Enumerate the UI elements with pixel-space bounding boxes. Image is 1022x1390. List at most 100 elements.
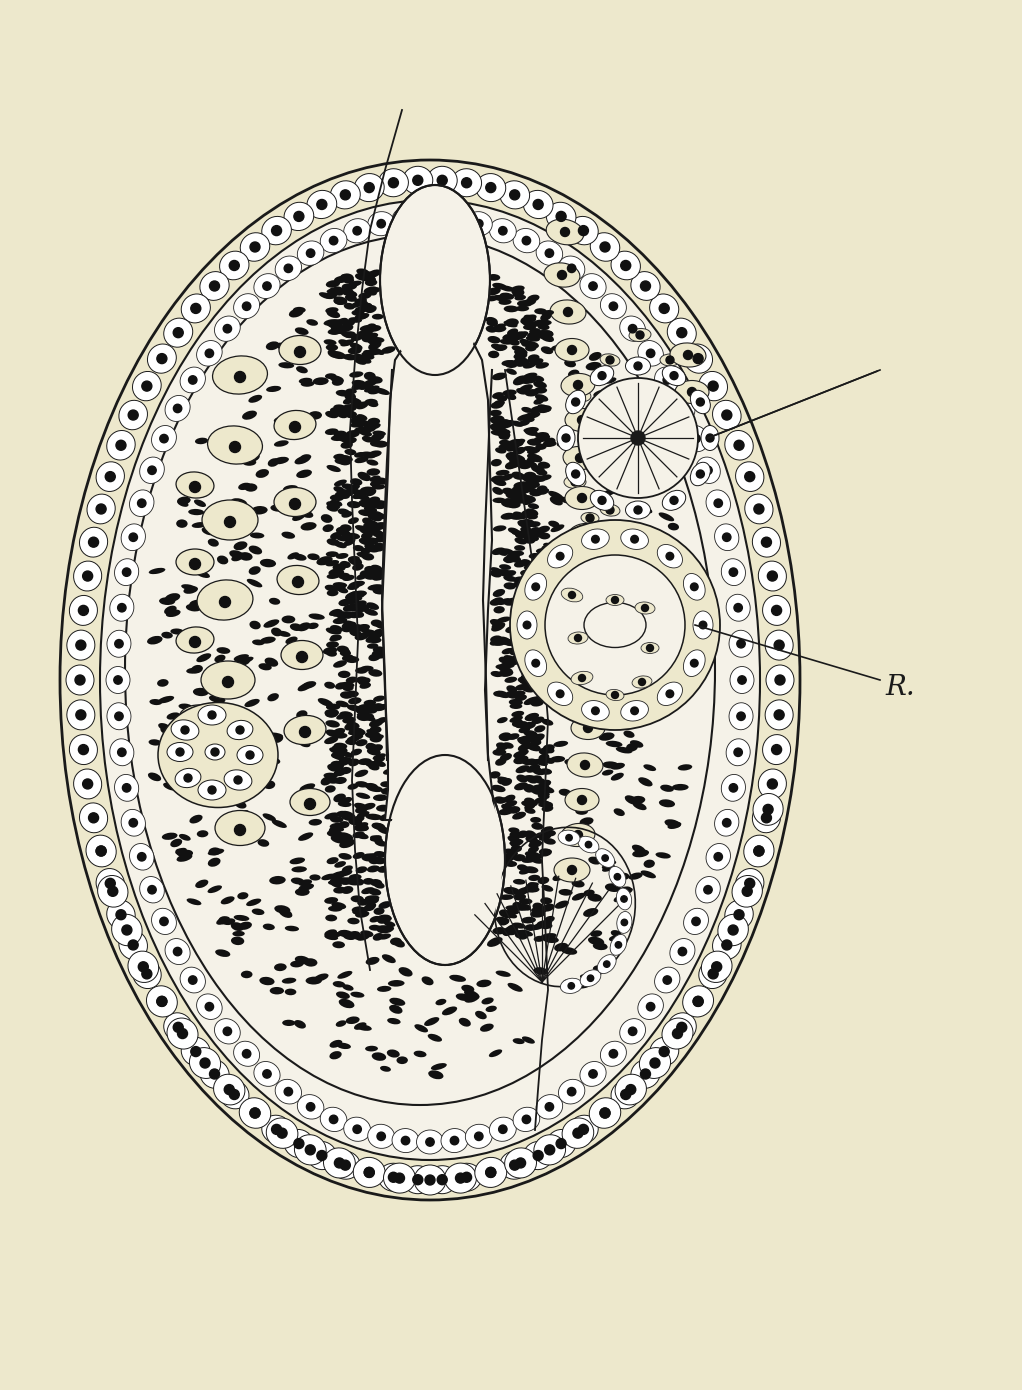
Ellipse shape <box>297 1094 324 1119</box>
Ellipse shape <box>567 753 603 777</box>
Ellipse shape <box>383 769 394 774</box>
Ellipse shape <box>600 1041 626 1066</box>
Ellipse shape <box>516 331 528 338</box>
Ellipse shape <box>358 299 368 307</box>
Ellipse shape <box>192 523 206 528</box>
Ellipse shape <box>214 681 229 688</box>
Ellipse shape <box>744 835 774 867</box>
Circle shape <box>672 1029 683 1038</box>
Circle shape <box>317 1151 327 1161</box>
Ellipse shape <box>330 880 342 887</box>
Ellipse shape <box>354 1158 385 1187</box>
Ellipse shape <box>148 739 161 745</box>
Ellipse shape <box>274 963 286 972</box>
Ellipse shape <box>279 346 291 352</box>
Ellipse shape <box>512 332 525 341</box>
Ellipse shape <box>502 639 515 645</box>
Ellipse shape <box>161 631 173 638</box>
Ellipse shape <box>259 663 272 670</box>
Ellipse shape <box>417 1130 444 1154</box>
Ellipse shape <box>487 274 500 281</box>
Ellipse shape <box>515 624 526 630</box>
Ellipse shape <box>347 556 362 566</box>
Ellipse shape <box>327 538 339 546</box>
Ellipse shape <box>217 916 230 924</box>
Ellipse shape <box>523 1141 553 1169</box>
Ellipse shape <box>329 609 340 616</box>
Ellipse shape <box>367 546 379 553</box>
Circle shape <box>642 605 649 612</box>
Ellipse shape <box>239 1098 271 1129</box>
Ellipse shape <box>326 777 340 784</box>
Circle shape <box>437 175 448 185</box>
Ellipse shape <box>539 434 550 441</box>
Circle shape <box>696 470 704 478</box>
Ellipse shape <box>171 720 199 739</box>
Ellipse shape <box>514 538 527 545</box>
Ellipse shape <box>366 324 377 331</box>
Circle shape <box>589 282 597 291</box>
Ellipse shape <box>176 473 214 498</box>
Ellipse shape <box>611 930 621 937</box>
Ellipse shape <box>331 327 345 334</box>
Ellipse shape <box>284 716 326 745</box>
Ellipse shape <box>372 1052 386 1061</box>
Ellipse shape <box>557 439 569 446</box>
Circle shape <box>474 1131 483 1141</box>
Ellipse shape <box>669 395 695 421</box>
Ellipse shape <box>188 733 203 741</box>
Ellipse shape <box>650 1037 679 1066</box>
Ellipse shape <box>363 350 375 357</box>
Ellipse shape <box>346 612 361 619</box>
Ellipse shape <box>528 847 539 853</box>
Ellipse shape <box>521 801 536 806</box>
Ellipse shape <box>662 491 686 510</box>
Ellipse shape <box>539 332 554 342</box>
Ellipse shape <box>507 908 519 915</box>
Ellipse shape <box>499 666 513 674</box>
Ellipse shape <box>536 329 548 336</box>
Ellipse shape <box>330 760 344 769</box>
Ellipse shape <box>565 486 599 510</box>
Ellipse shape <box>189 1048 221 1079</box>
Ellipse shape <box>358 509 373 516</box>
Ellipse shape <box>338 339 350 346</box>
Ellipse shape <box>524 713 539 721</box>
Ellipse shape <box>106 431 135 460</box>
Ellipse shape <box>217 556 228 564</box>
Ellipse shape <box>147 987 177 1016</box>
Circle shape <box>556 552 564 560</box>
Ellipse shape <box>167 742 180 748</box>
Ellipse shape <box>369 528 385 538</box>
Ellipse shape <box>370 835 383 842</box>
Ellipse shape <box>504 655 517 662</box>
Ellipse shape <box>504 334 516 342</box>
Ellipse shape <box>520 570 536 577</box>
Ellipse shape <box>372 823 385 830</box>
Ellipse shape <box>507 328 518 336</box>
Ellipse shape <box>659 799 676 808</box>
Ellipse shape <box>511 530 524 537</box>
Ellipse shape <box>320 1108 346 1131</box>
Circle shape <box>499 1125 507 1133</box>
Ellipse shape <box>667 523 679 531</box>
Ellipse shape <box>544 438 556 448</box>
Ellipse shape <box>269 758 280 765</box>
Ellipse shape <box>319 292 333 299</box>
Ellipse shape <box>392 207 419 231</box>
Ellipse shape <box>525 830 537 840</box>
Ellipse shape <box>69 734 97 765</box>
Circle shape <box>586 514 594 523</box>
Ellipse shape <box>336 645 349 653</box>
Ellipse shape <box>542 719 553 726</box>
Ellipse shape <box>366 730 377 735</box>
Ellipse shape <box>346 398 361 403</box>
Ellipse shape <box>264 781 275 790</box>
Circle shape <box>699 621 707 628</box>
Ellipse shape <box>499 299 512 304</box>
Circle shape <box>641 1069 650 1079</box>
Ellipse shape <box>360 930 373 937</box>
Ellipse shape <box>526 759 538 765</box>
Ellipse shape <box>362 573 374 580</box>
Ellipse shape <box>532 652 547 657</box>
